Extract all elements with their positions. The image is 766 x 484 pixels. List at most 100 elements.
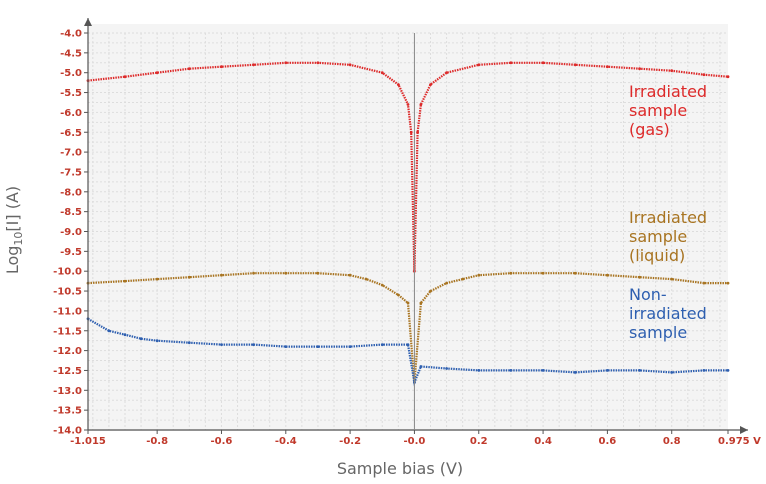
y-tick-label: -10.0 xyxy=(53,267,82,278)
data-point xyxy=(220,343,223,346)
x-tick-label: -1.015 xyxy=(70,436,106,447)
series-annotation-line: sample xyxy=(629,101,687,120)
y-tick-label: -14.0 xyxy=(53,426,82,437)
data-point xyxy=(252,343,256,346)
data-point xyxy=(187,275,191,279)
data-point xyxy=(509,271,513,275)
data-point xyxy=(573,63,577,67)
data-point xyxy=(155,339,159,343)
x-tick-label: -0.0 xyxy=(403,436,425,447)
data-point xyxy=(406,103,410,106)
y-axis-title: Log10[I] (A) xyxy=(3,186,25,274)
x-tick-label: 0.6 xyxy=(599,436,617,447)
data-point xyxy=(397,83,400,86)
data-point xyxy=(606,369,609,372)
data-point xyxy=(670,277,674,281)
x-axis-title: Sample bias (V) xyxy=(337,459,463,478)
series-annotation: Irradiated sample (gas) xyxy=(629,82,707,139)
data-point xyxy=(416,130,419,134)
data-point xyxy=(477,369,481,372)
x-tick-label: 0.4 xyxy=(534,436,552,447)
y-tick-label: -10.5 xyxy=(53,287,82,298)
y-tick-label: -5.5 xyxy=(60,88,82,99)
data-point xyxy=(509,369,513,372)
data-point xyxy=(364,277,368,281)
data-point xyxy=(419,103,423,106)
series-annotation-line: sample xyxy=(629,323,687,342)
data-point xyxy=(187,67,191,71)
data-point xyxy=(220,65,223,69)
y-axis-title-subscript: 10 xyxy=(12,232,25,246)
data-point xyxy=(348,63,352,67)
data-point xyxy=(429,83,432,86)
data-point xyxy=(220,273,223,277)
data-point xyxy=(284,271,288,275)
y-tick-label: -8.5 xyxy=(60,207,82,218)
data-point xyxy=(284,61,288,65)
data-point xyxy=(155,277,159,281)
data-point xyxy=(252,63,256,67)
data-point xyxy=(409,130,413,134)
series-annotation-line: irradiated xyxy=(629,304,707,323)
x-tick-label: -0.8 xyxy=(146,436,168,447)
data-point xyxy=(638,275,641,279)
data-point xyxy=(397,293,400,297)
y-tick-label: -12.5 xyxy=(53,366,82,377)
data-point xyxy=(638,369,641,372)
x-axis-arrow xyxy=(740,426,748,434)
y-tick-label: -5.0 xyxy=(60,68,82,79)
series-line xyxy=(87,272,728,383)
data-point xyxy=(419,365,423,368)
data-point xyxy=(316,271,320,275)
data-point xyxy=(726,75,730,79)
y-tick-label: -11.5 xyxy=(53,326,82,337)
y-tick-label: -12.0 xyxy=(53,346,82,357)
data-point xyxy=(123,333,127,337)
y-tick-label: -9.5 xyxy=(60,247,82,258)
data-point xyxy=(638,67,641,71)
data-point xyxy=(541,271,545,275)
y-tick-label: -4.0 xyxy=(60,29,82,40)
annotations: Irradiated sample (gas) Irradiated sample (li… xyxy=(629,82,707,342)
x-tick-label: -0.4 xyxy=(275,436,297,447)
data-point xyxy=(726,369,730,372)
data-point xyxy=(702,281,706,285)
data-point xyxy=(445,71,448,75)
data-point xyxy=(606,65,609,69)
data-point xyxy=(477,63,481,67)
data-point xyxy=(429,289,432,293)
y-tick-label: -8.0 xyxy=(60,187,82,198)
y-tick-label: -11.0 xyxy=(53,306,82,317)
plot-background xyxy=(88,24,728,431)
series-annotation: Non-irradiated sample xyxy=(629,285,707,342)
series-annotation-line: Non- xyxy=(629,285,667,304)
y-tick-label: -4.5 xyxy=(60,48,82,59)
series-annotation-line: Irradiated xyxy=(629,208,707,227)
data-point xyxy=(509,61,513,65)
data-point xyxy=(139,337,143,341)
x-tick-label: -0.6 xyxy=(211,436,233,447)
data-point xyxy=(573,271,577,275)
data-point xyxy=(187,341,191,345)
data-point xyxy=(419,301,423,305)
data-point xyxy=(477,273,481,277)
data-point xyxy=(155,71,159,75)
series-annotation-line: sample xyxy=(629,227,687,246)
series-annotation: Irradiated sample (liquid) xyxy=(629,208,707,265)
x-tick-label: 0.975 V xyxy=(718,436,761,447)
data-point xyxy=(461,277,465,281)
data-point xyxy=(702,73,706,77)
y-axis-arrow xyxy=(84,18,92,26)
ticks: -4.0 -4.5 -5.0 -5.5 -6.0 -6.5 -7.0 -7.5 -8.0 -8.5… xyxy=(53,29,761,448)
x-tick-label: 0.2 xyxy=(470,436,488,447)
data-point xyxy=(541,61,545,65)
data-point xyxy=(348,345,352,348)
series-annotation-line: Irradiated xyxy=(629,82,707,101)
data-point xyxy=(123,75,127,79)
data-point xyxy=(316,345,320,348)
x-tick-label: -0.2 xyxy=(339,436,361,447)
y-tick-label: -13.0 xyxy=(53,386,82,397)
data-point xyxy=(380,71,384,75)
data-point xyxy=(406,343,410,346)
